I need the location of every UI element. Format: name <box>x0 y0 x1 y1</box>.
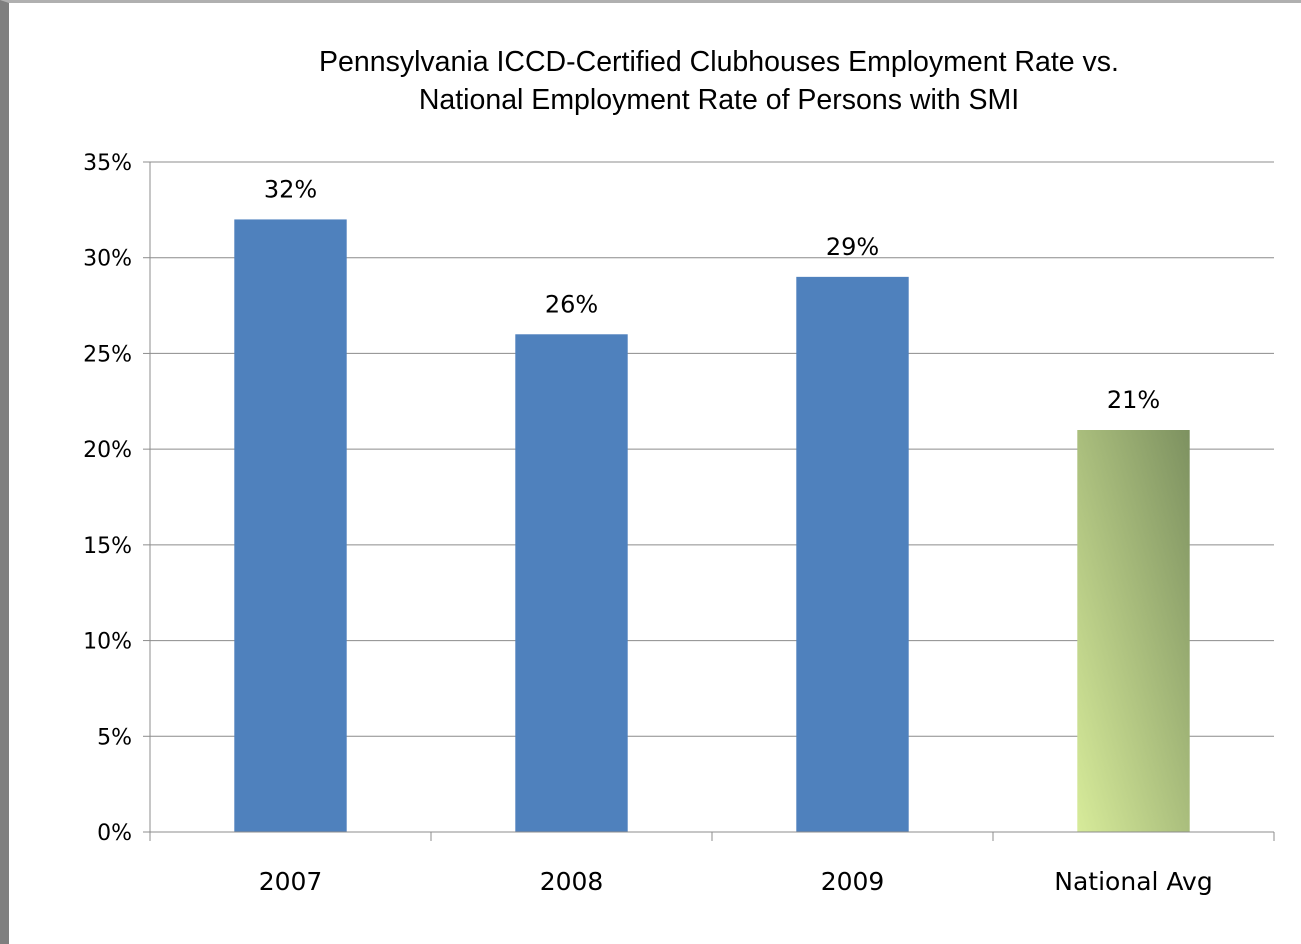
y-tick-label: 15% <box>83 534 132 559</box>
x-category-label: 2008 <box>540 867 604 896</box>
x-category-label: National Avg <box>1054 867 1212 896</box>
data-label: 26% <box>545 290 598 318</box>
x-category-label: 2009 <box>821 867 885 896</box>
y-tick-label: 25% <box>83 342 132 367</box>
y-tick-label: 10% <box>83 630 132 655</box>
bar <box>1077 430 1190 832</box>
x-category-label: 2007 <box>259 867 323 896</box>
y-tick-label: 0% <box>97 821 132 846</box>
chart-title-line-2: National Employment Rate of Persons with… <box>419 84 1019 116</box>
y-tick-label: 30% <box>83 247 132 272</box>
bar <box>515 334 628 832</box>
data-label: 32% <box>264 175 317 203</box>
data-label: 21% <box>1107 386 1160 414</box>
bar-chart: Pennsylvania ICCD-Certified Clubhouses E… <box>83 46 1275 896</box>
data-label: 29% <box>826 233 879 261</box>
chart-title-line-1: Pennsylvania ICCD-Certified Clubhouses E… <box>319 46 1119 78</box>
y-tick-label: 35% <box>83 151 132 176</box>
y-tick-label: 5% <box>97 725 132 750</box>
bar <box>234 219 347 832</box>
bar <box>796 276 909 832</box>
x-axis-categories: 2007 2008 2009 National Avg <box>259 867 1213 896</box>
bars <box>234 219 1190 832</box>
y-tick-label: 20% <box>83 438 132 463</box>
y-axis-ticks: 0% 5% 10% 15% 20% 25% 30% 35% <box>83 151 150 846</box>
data-labels: 32% 26% 29% 21% <box>264 175 1160 414</box>
axes <box>149 162 1275 841</box>
